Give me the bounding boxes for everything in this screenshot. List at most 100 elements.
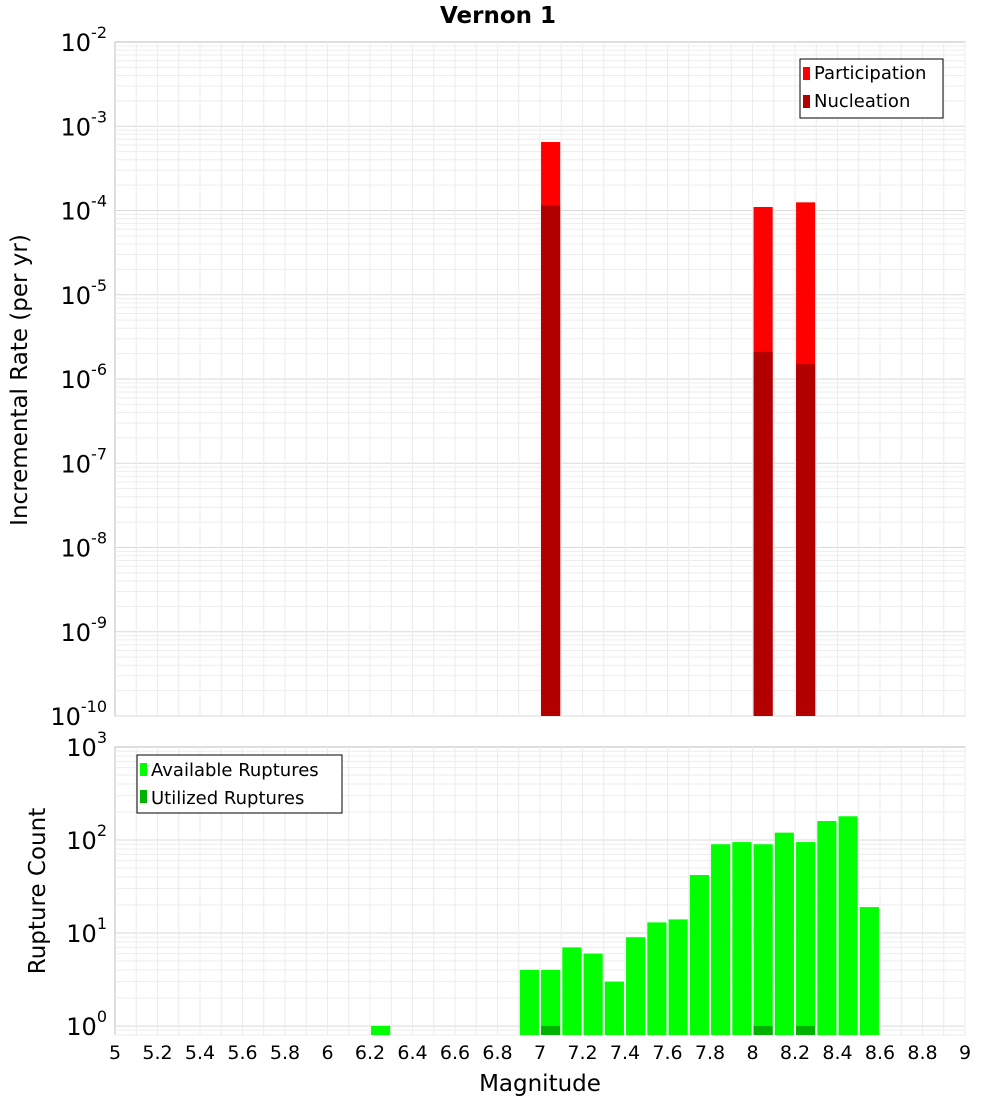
bar-available-ruptures (838, 816, 858, 1035)
y-tick-exponent: -4 (91, 192, 107, 211)
bar-available-ruptures (604, 981, 624, 1035)
bar-available-ruptures (859, 907, 879, 1035)
y-tick-base: 10 (66, 1013, 97, 1041)
top-legend-box (799, 58, 944, 119)
y-tick-base: 10 (61, 29, 92, 57)
top-bars (541, 142, 816, 716)
x-tick-label: 6.8 (482, 1042, 512, 1064)
y-tick-exponent: 1 (97, 914, 107, 933)
bar-available-ruptures (626, 937, 646, 1035)
x-tick-label: 7.4 (610, 1042, 640, 1064)
legend-label-nucleation: Nucleation (814, 91, 910, 112)
x-tick-label: 6.4 (397, 1042, 427, 1064)
bar-available-ruptures (562, 947, 582, 1035)
bottom-legend: Available Ruptures Utilized Ruptures (136, 754, 343, 814)
bar-available-ruptures (583, 953, 603, 1035)
bar-available-ruptures (541, 969, 561, 1035)
top-y-tick-label: 10-2 (61, 23, 108, 57)
y-tick-exponent: -2 (91, 23, 107, 42)
bar-available-ruptures (668, 919, 688, 1035)
top-y-ticks: 10-210-310-410-510-610-710-810-910-10 (50, 23, 107, 731)
y-tick-exponent: -8 (91, 529, 107, 548)
top-y-tick-label: 10-9 (61, 613, 108, 647)
y-tick-base: 10 (50, 703, 81, 731)
x-tick-label: 7.6 (652, 1042, 682, 1064)
bar-available-ruptures (796, 842, 816, 1035)
x-tick-label: 8.2 (780, 1042, 810, 1064)
x-tick-label: 7.8 (695, 1042, 725, 1064)
y-tick-base: 10 (61, 535, 92, 563)
top-y-tick-label: 10-5 (61, 276, 108, 310)
x-tick-label: 7.2 (567, 1042, 597, 1064)
x-tick-label: 6 (321, 1042, 333, 1064)
bar-nucleation (541, 205, 561, 716)
bar-available-ruptures (647, 922, 667, 1035)
y-tick-exponent: 3 (97, 728, 107, 747)
y-tick-base: 10 (61, 619, 92, 647)
bottom-y-tick-label: 101 (66, 914, 107, 948)
y-tick-base: 10 (61, 198, 92, 226)
legend-swatch-available (140, 763, 147, 776)
top-y-tick-label: 10-6 (61, 360, 108, 394)
x-tick-label: 5.8 (270, 1042, 300, 1064)
bottom-legend-box (136, 754, 343, 814)
bar-available-ruptures (732, 842, 752, 1035)
y-tick-exponent: -10 (81, 697, 107, 716)
y-tick-base: 10 (66, 734, 97, 762)
bar-available-ruptures (817, 821, 837, 1035)
legend-swatch-utilized (140, 790, 147, 803)
bottom-y-tick-label: 103 (66, 728, 107, 762)
y-tick-base: 10 (61, 450, 92, 478)
x-tick-label: 6.2 (355, 1042, 385, 1064)
top-y-tick-label: 10-3 (61, 107, 108, 141)
bottom-bars (371, 816, 879, 1035)
bar-utilized-ruptures (753, 1025, 773, 1035)
x-ticks: 5 5.2 5.4 5.6 5.8 6 6.2 6.4 6.6 6.8 7 7.2 7.4 7.6 7.8 8… (109, 1042, 971, 1064)
x-tick-label: 5.2 (142, 1042, 172, 1064)
bar-nucleation (753, 351, 773, 716)
top-y-tick-label: 10-10 (50, 697, 107, 731)
bar-available-ruptures (711, 844, 731, 1035)
top-y-tick-label: 10-8 (61, 529, 108, 563)
top-y-axis-label: Incremental Rate (per yr) (7, 234, 33, 526)
y-tick-exponent: -6 (91, 360, 107, 379)
bar-nucleation (796, 364, 816, 716)
y-tick-exponent: -7 (91, 444, 107, 463)
bar-available-ruptures (753, 844, 773, 1035)
bar-available-ruptures (689, 875, 709, 1035)
bar-available-ruptures (371, 1025, 391, 1035)
y-tick-base: 10 (61, 282, 92, 310)
x-tick-label: 8 (746, 1042, 758, 1064)
y-tick-base: 10 (66, 920, 97, 948)
y-tick-base: 10 (61, 113, 92, 141)
x-tick-label: 7 (534, 1042, 546, 1064)
legend-label-utilized: Utilized Ruptures (151, 788, 304, 809)
x-tick-label: 8.6 (865, 1042, 895, 1064)
y-tick-base: 10 (66, 827, 97, 855)
y-tick-exponent: -9 (91, 613, 107, 632)
bottom-y-tick-label: 102 (66, 821, 107, 855)
bar-available-ruptures (519, 969, 539, 1035)
legend-swatch-participation (803, 67, 810, 80)
y-tick-base: 10 (61, 366, 92, 394)
top-y-tick-label: 10-7 (61, 444, 108, 478)
top-panel: 10-210-310-410-510-610-710-810-910-10 In… (7, 23, 966, 731)
x-axis-label: Magnitude (479, 1071, 601, 1097)
x-tick-label: 6.6 (440, 1042, 470, 1064)
x-tick-label: 8.8 (907, 1042, 937, 1064)
bar-available-ruptures (774, 832, 794, 1035)
chart-title: Vernon 1 (440, 3, 556, 29)
legend-label-available: Available Ruptures (151, 760, 319, 781)
y-tick-exponent: 0 (97, 1007, 107, 1026)
bottom-y-axis-label: Rupture Count (25, 808, 51, 974)
y-tick-exponent: -3 (91, 107, 107, 126)
x-tick-label: 8.4 (822, 1042, 852, 1064)
legend-swatch-nucleation (803, 95, 810, 108)
x-tick-label: 5.6 (227, 1042, 257, 1064)
bottom-y-tick-label: 100 (66, 1007, 107, 1041)
top-gridlines (115, 42, 966, 717)
x-tick-label: 5 (109, 1042, 121, 1064)
